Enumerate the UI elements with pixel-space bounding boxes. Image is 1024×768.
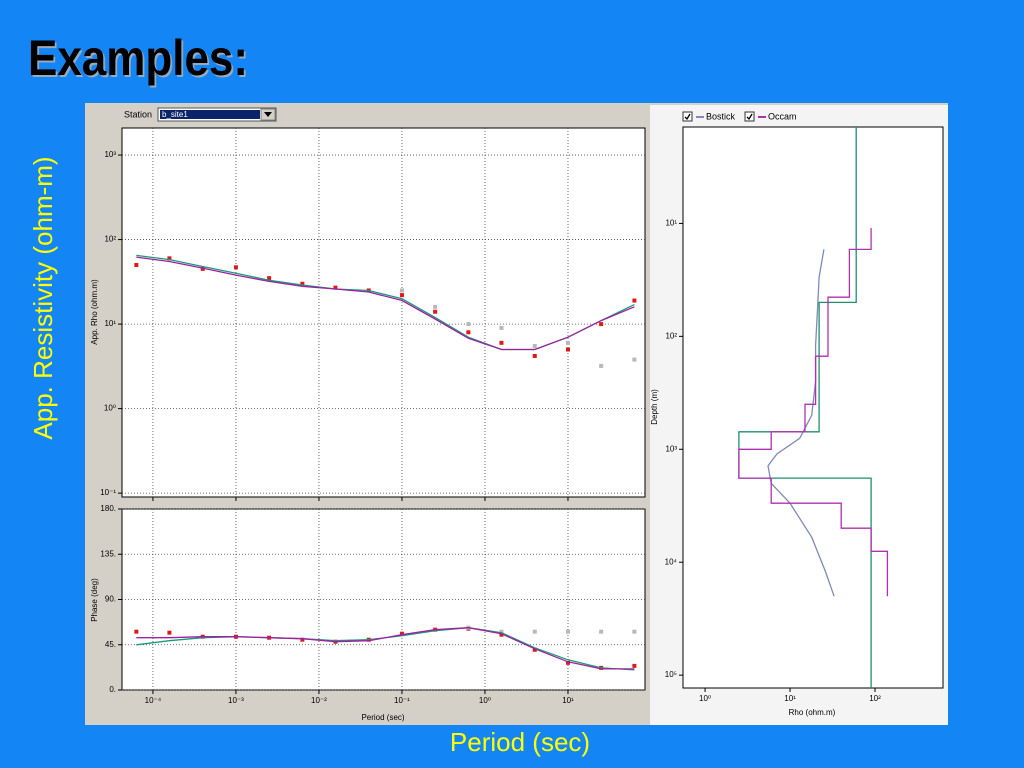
y-tick-label: 10³	[104, 150, 116, 159]
x-tick-label: 10⁻¹	[394, 696, 410, 705]
data-point	[167, 630, 172, 635]
y-tick-label: 10²	[665, 331, 677, 340]
x-axis-label: Rho (ohm.m)	[789, 708, 836, 717]
y-tick-label: 45.	[105, 640, 116, 649]
x-axis-label: Period (sec)	[361, 713, 404, 722]
charts: 10⁻¹ 10⁰ 10¹ 10² 10³ App. Rho (ohm.m) 10⁻⁴ 10⁻³…	[90, 111, 944, 722]
data-point	[599, 363, 604, 368]
data-point	[466, 322, 471, 327]
series-line	[136, 256, 635, 351]
slide-title: Examples:	[28, 30, 248, 86]
station-label: Station	[124, 109, 152, 119]
y-tick-label: 90.	[105, 595, 116, 604]
data-point	[399, 288, 404, 293]
y-tick-label: 10³	[665, 444, 677, 453]
series-line	[136, 627, 635, 670]
data-point	[267, 276, 272, 281]
y-axis-label: Depth (m)	[650, 389, 659, 425]
y-tick-label: 10⁴	[665, 557, 678, 566]
dropdown-arrow	[264, 112, 272, 117]
data-point	[532, 647, 537, 652]
data-point	[499, 340, 504, 345]
legend-label: Occam	[768, 111, 797, 121]
x-tick-label: 10²	[869, 694, 881, 703]
plot-area	[121, 127, 646, 498]
data-point	[565, 340, 570, 345]
data-point	[532, 344, 537, 349]
y-tick-label: 135.	[100, 549, 116, 558]
data-point	[499, 325, 504, 330]
data-point	[433, 304, 438, 309]
y-tick-label: 10⁵	[665, 670, 677, 679]
data-point	[200, 266, 205, 271]
y-tick-label: 10²	[104, 235, 116, 244]
dropdown-selection	[160, 110, 260, 119]
data-point	[632, 298, 637, 303]
legend-label: Bostick	[706, 111, 736, 121]
legend-check	[746, 113, 753, 121]
data-point	[433, 309, 438, 314]
legend-check	[684, 113, 691, 121]
series-line	[738, 228, 889, 597]
x-tick-label: 10⁰	[479, 696, 491, 705]
data-point	[565, 347, 570, 352]
data-point	[632, 663, 637, 668]
bottom-label: Period (sec)	[450, 727, 590, 757]
data-point	[300, 637, 305, 642]
data-point	[167, 256, 172, 261]
data-point	[599, 629, 604, 634]
data-point	[466, 330, 471, 335]
y-tick-label: 10⁻¹	[100, 488, 116, 497]
data-point	[134, 629, 139, 634]
x-tick-label: 10⁻³	[228, 696, 244, 705]
side-label: App. Resistivity (ohm-m)	[28, 156, 58, 439]
data-point	[134, 263, 139, 268]
y-tick-label: 10⁰	[104, 404, 116, 413]
y-tick-label: 10¹	[104, 319, 116, 328]
data-point	[499, 629, 504, 634]
legend-checkbox[interactable]	[682, 111, 693, 122]
data-point	[632, 357, 637, 362]
y-tick-label: 0.	[109, 685, 116, 694]
data-point	[499, 632, 504, 637]
series-line	[767, 249, 835, 597]
y-axis-label: App. Rho (ohm.m)	[90, 279, 99, 345]
data-point	[532, 353, 537, 358]
data-point	[532, 629, 537, 634]
y-tick-label: 10¹	[665, 219, 677, 228]
data-point	[599, 322, 604, 327]
x-tick-label: 10⁻²	[311, 696, 327, 705]
y-axis-label: Phase (deg)	[90, 578, 99, 622]
data-point	[399, 631, 404, 636]
data-point	[399, 293, 404, 298]
x-tick-label: 10¹	[562, 696, 574, 705]
data-point	[632, 629, 637, 634]
data-point	[233, 265, 238, 270]
x-tick-label: 10⁰	[699, 694, 711, 703]
x-tick-label: 10⁻⁴	[145, 696, 162, 705]
x-tick-label: 10¹	[784, 694, 796, 703]
data-point	[565, 660, 570, 665]
data-point	[565, 629, 570, 634]
legend-checkbox[interactable]	[744, 111, 755, 122]
station-value: b_site1	[162, 110, 188, 119]
data-point	[333, 285, 338, 290]
y-tick-label: 180.	[100, 504, 116, 513]
data-point	[300, 281, 305, 286]
